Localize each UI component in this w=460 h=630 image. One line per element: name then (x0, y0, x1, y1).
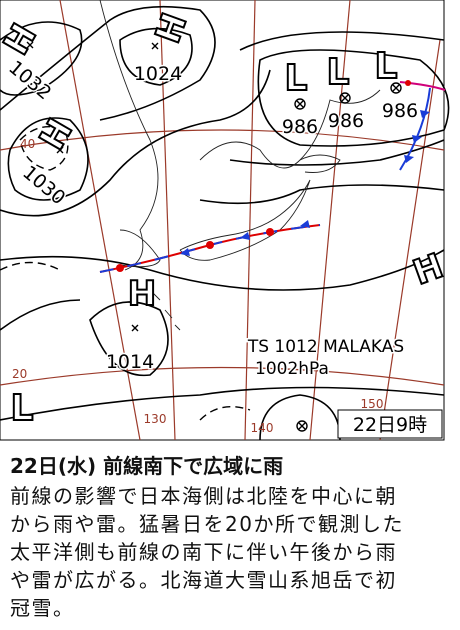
graticule (0, 0, 445, 441)
lon-label: 150 (361, 397, 384, 411)
pressure-label: 986 (382, 100, 418, 122)
caption-title: 22日(水) 前線南下で広域に雨 (10, 454, 284, 478)
centers (26, 41, 402, 432)
caption-line: 太平洋側も前線の南下に伴い午後から雨 (10, 540, 397, 564)
dashed-isobars (0, 126, 251, 421)
caption-line: から雨や雷。猛暑日を20か所で観測した (10, 512, 404, 536)
low-label: L (327, 52, 350, 93)
caption-line: 前線の影響で日本海側は北陸を中心に朝 (10, 484, 397, 508)
pressure-label: 1024 (134, 63, 182, 85)
pressure-label: 1014 (106, 351, 154, 373)
lon-label: 130 (144, 412, 167, 426)
lat-label: 40 (20, 137, 35, 151)
caption-line: 冠雪。 (10, 596, 75, 620)
timestamp: 22日9時 (353, 414, 427, 436)
typhoon-name: TS 1012 MALAKAS (247, 337, 404, 357)
low-label: L (375, 46, 398, 87)
map-frame (0, 0, 445, 441)
fronts (99, 80, 446, 273)
caption-line: や雷が広がる。北海道大雪山系旭岳で初 (10, 568, 397, 592)
pressure-label: 986 (282, 116, 318, 138)
low-label: L (11, 388, 34, 429)
high-label: H (128, 274, 156, 314)
lat-label: 20 (12, 367, 27, 381)
timestamp-box (337, 409, 443, 439)
isobars (0, 5, 450, 441)
typhoon-pressure: 1002hPa (255, 359, 329, 379)
lon-label: 140 (251, 421, 274, 435)
caption-body: 前線の影響で日本海側は北陸を中心に朝 から雨や雷。猛暑日を20か所で観測した 太平洋… (10, 482, 455, 622)
pressure-label: 986 (328, 110, 364, 132)
low-label: L (285, 58, 308, 99)
